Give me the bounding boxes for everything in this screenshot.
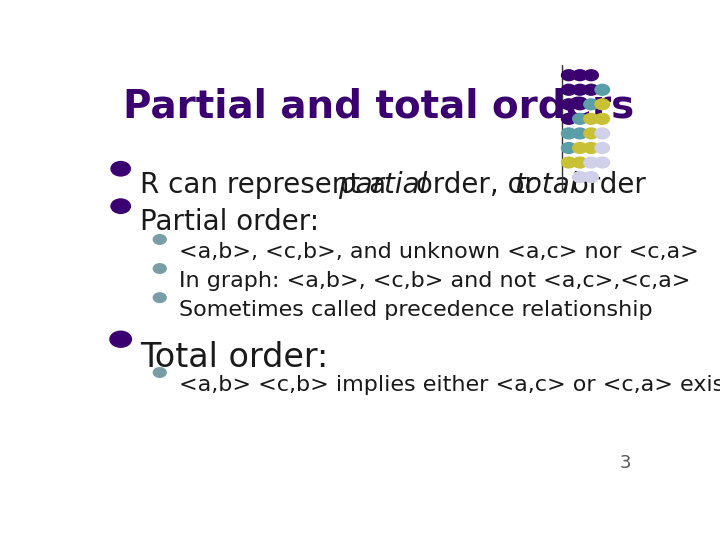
Circle shape bbox=[584, 157, 598, 168]
Circle shape bbox=[110, 331, 132, 347]
Text: Partial and total orders: Partial and total orders bbox=[124, 87, 635, 126]
Circle shape bbox=[562, 70, 576, 80]
Circle shape bbox=[572, 84, 588, 95]
Circle shape bbox=[595, 99, 610, 110]
Circle shape bbox=[595, 157, 610, 168]
Text: Partial order:: Partial order: bbox=[140, 208, 320, 237]
Circle shape bbox=[584, 84, 598, 95]
Circle shape bbox=[584, 143, 598, 153]
Text: order, or: order, or bbox=[407, 171, 545, 199]
Text: 3: 3 bbox=[620, 454, 631, 472]
Circle shape bbox=[584, 113, 598, 124]
Text: partial: partial bbox=[338, 171, 427, 199]
Circle shape bbox=[595, 128, 610, 139]
Text: Sometimes called precedence relationship: Sometimes called precedence relationship bbox=[179, 300, 653, 320]
Circle shape bbox=[572, 99, 588, 110]
Circle shape bbox=[562, 113, 576, 124]
Circle shape bbox=[572, 157, 588, 168]
Text: R can represent a: R can represent a bbox=[140, 171, 395, 199]
Circle shape bbox=[572, 128, 588, 139]
Circle shape bbox=[572, 143, 588, 153]
Circle shape bbox=[111, 161, 130, 176]
Text: Total order:: Total order: bbox=[140, 341, 328, 374]
Circle shape bbox=[153, 368, 166, 377]
Circle shape bbox=[584, 99, 598, 110]
Circle shape bbox=[562, 99, 576, 110]
Text: <a,b> <c,b> implies either <a,c> or <c,a> exists: <a,b> <c,b> implies either <a,c> or <c,a… bbox=[179, 375, 720, 395]
Circle shape bbox=[572, 113, 588, 124]
Circle shape bbox=[584, 172, 598, 183]
Circle shape bbox=[572, 70, 588, 80]
Circle shape bbox=[595, 113, 610, 124]
Circle shape bbox=[584, 70, 598, 80]
Circle shape bbox=[584, 128, 598, 139]
Circle shape bbox=[562, 157, 576, 168]
Circle shape bbox=[562, 143, 576, 153]
Circle shape bbox=[153, 235, 166, 244]
Text: order: order bbox=[563, 171, 646, 199]
Circle shape bbox=[562, 128, 576, 139]
Text: total: total bbox=[514, 171, 577, 199]
Circle shape bbox=[595, 84, 610, 95]
Circle shape bbox=[153, 293, 166, 302]
Text: <a,b>, <c,b>, and unknown <a,c> nor <c,a>: <a,b>, <c,b>, and unknown <a,c> nor <c,a… bbox=[179, 241, 699, 261]
Circle shape bbox=[595, 143, 610, 153]
Circle shape bbox=[153, 264, 166, 273]
Circle shape bbox=[111, 199, 130, 213]
Circle shape bbox=[562, 84, 576, 95]
Circle shape bbox=[572, 172, 588, 183]
Text: In graph: <a,b>, <c,b> and not <a,c>,<c,a>: In graph: <a,b>, <c,b> and not <a,c>,<c,… bbox=[179, 271, 690, 291]
